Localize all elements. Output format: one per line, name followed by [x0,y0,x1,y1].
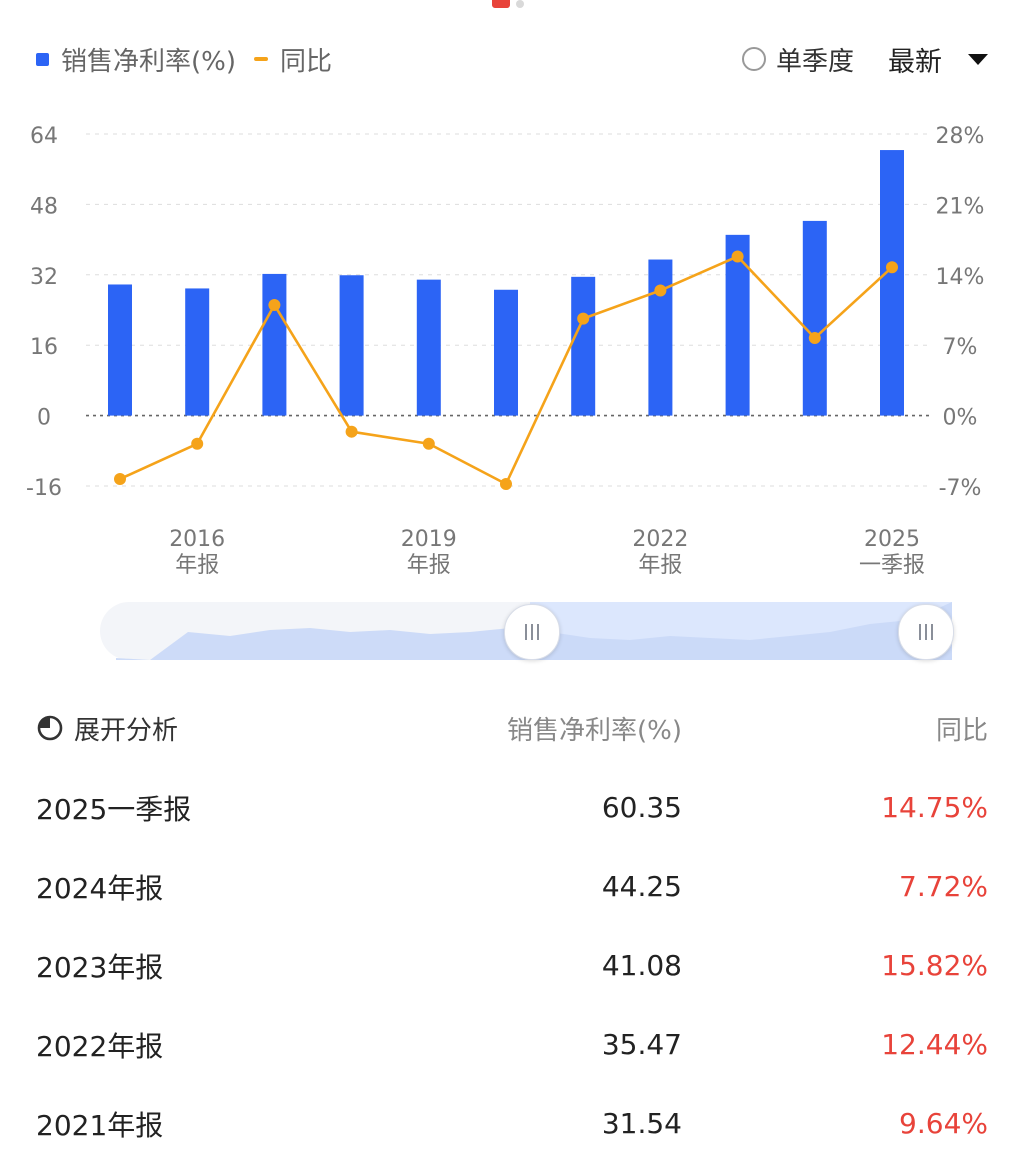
bar [571,276,596,416]
page-indicator [492,0,524,8]
cell-yoy: 7.72% [899,870,988,903]
y-tick-label-right: 7% [943,335,978,360]
x-tick-label-year: 2019 [401,527,457,552]
single-quarter-toggle[interactable]: 单季度 [741,41,854,78]
cell-net-margin: 44.25 [601,870,682,903]
x-tick-label-period: 年报 [175,553,219,578]
x-tick-label-period: 年报 [638,553,682,578]
yoy-point [808,331,821,344]
expand-analysis-button[interactable]: 展开分析 [36,710,178,747]
table-row[interactable]: 2021年报 31.54 9.64% [36,1084,988,1163]
cell-net-margin: 35.47 [601,1028,682,1061]
table-row[interactable]: 2025一季报 60.35 14.75% [36,768,988,847]
table-row[interactable]: 2024年报 44.25 7.72% [36,847,988,926]
y-tick-label-left: 16 [30,335,58,360]
yoy-point [268,298,281,311]
cell-period: 2025一季报 [36,792,192,826]
caret-down-icon [968,53,988,65]
yoy-point [577,312,590,325]
legend-label-yoy: 同比 [280,46,333,77]
line-swatch-icon [254,57,268,61]
data-table: 2025一季报 60.35 14.75% 2024年报 44.25 7.72% … [36,768,988,1163]
net-margin-chart: 64 28%48 21%32 14%16 7%0 0%-16 -7%2016年报2019年报… [26,124,985,578]
x-tick-label-period: 一季报 [859,553,925,578]
cell-yoy: 14.75% [881,791,988,824]
latest-dropdown[interactable]: 最新 [888,40,988,79]
bar [185,288,210,416]
slider-handle-left[interactable] [504,604,560,660]
cell-yoy: 15.82% [881,949,988,982]
yoy-point [731,250,744,263]
x-tick-label-year: 2022 [632,527,688,552]
table-header: 展开分析 销售净利率(%) 同比 [36,700,988,756]
cell-yoy: 9.64% [899,1107,988,1140]
column-header-net-margin: 销售净利率(%) [507,715,682,746]
legend-bar: 销售净利率(%) 同比 单季度 最新 [36,36,988,82]
y-tick-label-right: -7% [939,476,982,501]
range-slider[interactable] [100,602,954,660]
cell-period: 2024年报 [36,871,164,905]
cell-net-margin: 60.35 [601,791,682,824]
y-tick-label-right: 14% [936,265,985,290]
yoy-point [500,477,512,490]
cell-net-margin: 31.54 [601,1107,682,1140]
single-quarter-label: 单季度 [775,46,854,77]
grip-icon [525,624,539,640]
y-tick-label-left: 48 [30,194,58,219]
latest-label: 最新 [888,46,942,78]
cell-yoy: 12.44% [881,1028,988,1061]
legend-item-yoy[interactable]: 同比 [254,41,332,78]
bar-swatch-icon [36,52,49,66]
bar [416,279,441,416]
y-tick-label-right: 21% [936,194,985,219]
expand-analysis-label: 展开分析 [74,715,179,746]
bar [494,289,518,416]
yoy-point [191,437,204,450]
cell-net-margin: 41.08 [601,949,682,982]
bar [802,220,827,416]
legend-item-net-margin[interactable]: 销售净利率(%) [36,41,236,78]
cell-period: 2021年报 [36,1108,164,1142]
page-dot [516,0,524,8]
column-header-yoy: 同比 [935,715,988,746]
slider-handle-right[interactable] [898,604,954,660]
y-tick-label-left: -16 [26,476,62,501]
y-tick-label-right: 28% [936,124,985,149]
bar [108,284,132,416]
page-dot-active [492,0,510,8]
x-tick-label-year: 2025 [864,527,920,552]
table-row[interactable]: 2022年报 35.47 12.44% [36,1005,988,1084]
bar [262,273,287,416]
cell-period: 2022年报 [36,1029,164,1063]
x-tick-label-year: 2016 [169,527,225,552]
table-row[interactable]: 2023年报 41.08 15.82% [36,926,988,1005]
y-tick-label-left: 0 [37,406,51,431]
y-tick-label-right: 0% [943,406,978,431]
pie-chart-icon [37,715,63,741]
bar [880,150,904,416]
yoy-point [114,472,126,485]
legend-label-net-margin: 销售净利率(%) [61,46,236,77]
y-tick-label-left: 64 [30,124,58,149]
bar [339,275,364,416]
yoy-point [886,261,898,274]
radio-circle-icon [741,47,766,71]
cell-period: 2023年报 [36,950,164,984]
grip-icon [919,624,933,640]
x-tick-label-period: 年报 [407,553,451,578]
bar [648,259,673,416]
yoy-point [345,425,358,438]
yoy-point [654,284,667,297]
y-tick-label-left: 32 [30,265,58,290]
yoy-point [422,437,435,450]
